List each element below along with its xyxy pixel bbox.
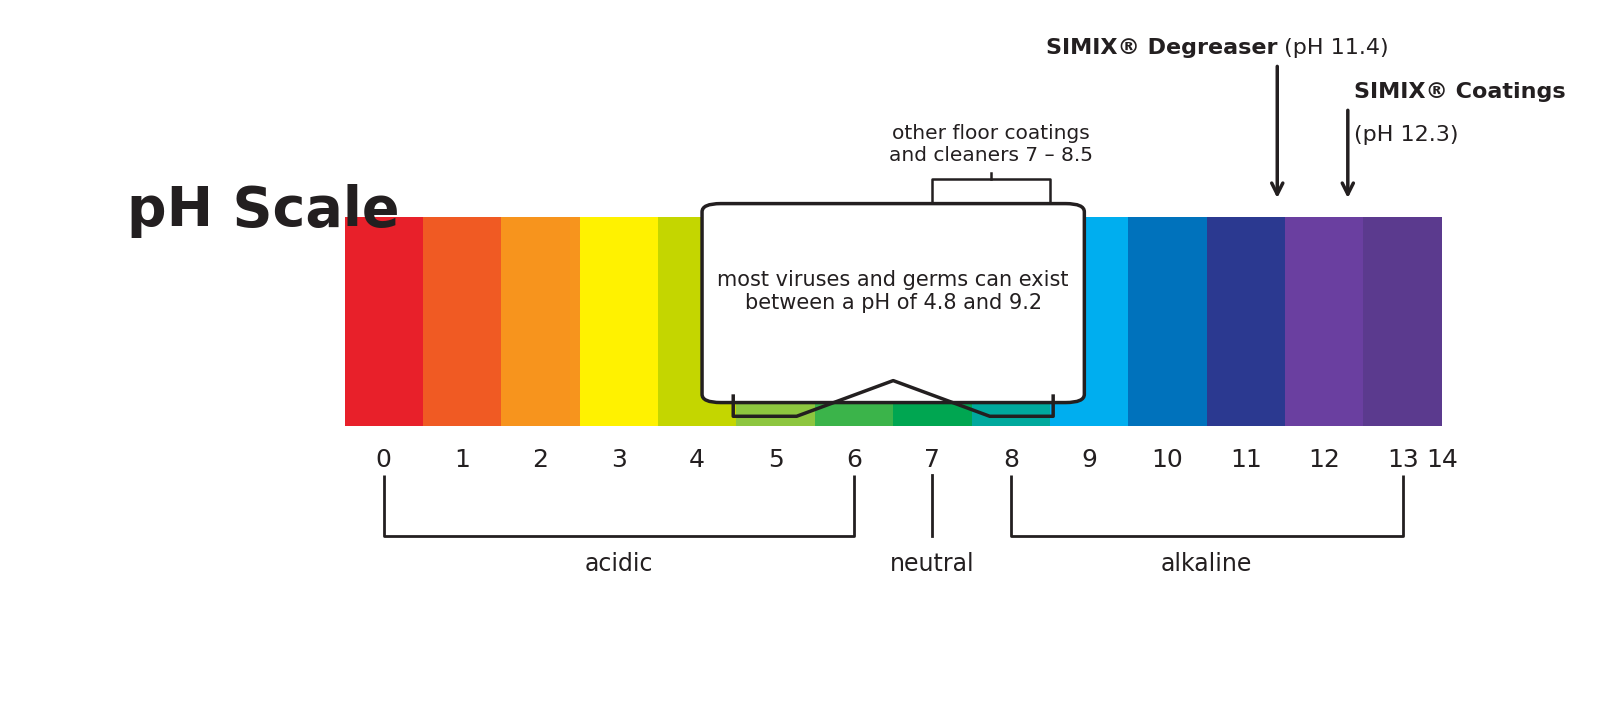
Text: 0: 0: [377, 448, 391, 472]
Text: acidic: acidic: [584, 552, 653, 576]
Text: 13: 13: [1387, 448, 1419, 472]
Bar: [344, 217, 423, 426]
Text: 1: 1: [454, 448, 470, 472]
Text: 12: 12: [1308, 448, 1340, 472]
Text: most viruses and germs can exist
between a pH of 4.8 and 9.2: most viruses and germs can exist between…: [718, 270, 1068, 313]
Bar: [1128, 217, 1207, 426]
Text: 5: 5: [767, 448, 784, 472]
Bar: [1207, 217, 1286, 426]
Bar: [423, 217, 502, 426]
Text: SIMIX® Coatings: SIMIX® Coatings: [1355, 82, 1566, 102]
Text: 6: 6: [846, 448, 862, 472]
Bar: [579, 217, 658, 426]
Text: (pH 11.4): (pH 11.4): [1278, 38, 1389, 58]
Text: 7: 7: [925, 448, 940, 472]
Text: 8: 8: [1002, 448, 1018, 472]
Bar: [1286, 217, 1363, 426]
Text: neutral: neutral: [890, 552, 975, 576]
Bar: [893, 217, 972, 426]
Text: 11: 11: [1229, 448, 1261, 472]
Text: 9: 9: [1081, 448, 1097, 472]
Text: other floor coatings
and cleaners 7 – 8.5: other floor coatings and cleaners 7 – 8.…: [890, 124, 1093, 165]
Bar: [1363, 217, 1442, 426]
Text: pH Scale: pH Scale: [127, 185, 399, 238]
Text: 14: 14: [1426, 448, 1458, 472]
Text: alkaline: alkaline: [1162, 552, 1252, 576]
Bar: [737, 217, 814, 426]
Bar: [658, 217, 737, 426]
Text: 3: 3: [611, 448, 628, 472]
Bar: [502, 217, 579, 426]
Text: (pH 12.3): (pH 12.3): [1355, 102, 1458, 145]
Bar: [1051, 217, 1128, 426]
Text: SIMIX® Degreaser: SIMIX® Degreaser: [1046, 38, 1278, 58]
Bar: [814, 217, 893, 426]
FancyBboxPatch shape: [702, 204, 1084, 403]
Bar: [972, 217, 1051, 426]
Text: 10: 10: [1152, 448, 1183, 472]
Text: 2: 2: [533, 448, 549, 472]
Text: 4: 4: [689, 448, 705, 472]
